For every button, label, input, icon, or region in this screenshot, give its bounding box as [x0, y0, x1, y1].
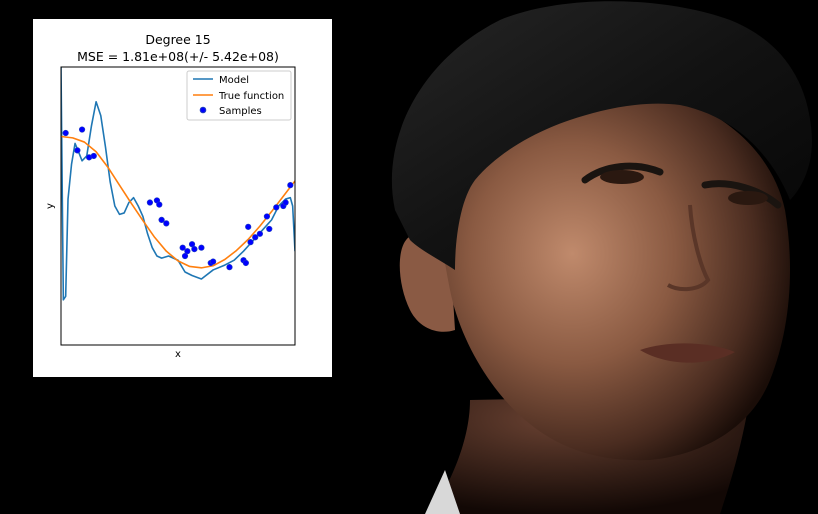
chart-subtitle: MSE = 1.81e+08(+/- 5.42e+08): [77, 49, 279, 64]
left-eyebrow: [581, 162, 664, 184]
sample-point: [146, 199, 154, 206]
sample-point: [78, 126, 86, 133]
sample-point: [184, 248, 191, 255]
sample-point: [191, 245, 198, 253]
left-eye: [600, 170, 644, 184]
sample-point: [188, 241, 196, 248]
sample-point: [287, 182, 294, 189]
chart: Degree 15 MSE = 1.81e+08(+/- 5.42e+08) x…: [45, 32, 296, 360]
legend: Model True function Samples: [186, 70, 292, 121]
chart-panel: Degree 15 MSE = 1.81e+08(+/- 5.42e+08) x…: [33, 19, 332, 377]
sample-point: [266, 225, 273, 233]
sample-point: [198, 244, 205, 251]
sample-point: [242, 259, 249, 267]
sample-point: [163, 220, 170, 227]
sample-point: [245, 223, 252, 230]
sample-point: [247, 239, 254, 246]
hair: [391, 1, 812, 270]
sample-point: [256, 230, 263, 237]
sample-point: [62, 129, 69, 137]
face: [438, 84, 790, 461]
right-eye: [728, 191, 768, 205]
shirt-collar: [425, 470, 460, 514]
mouth: [640, 343, 735, 363]
sample-point: [179, 244, 186, 251]
x-axis-label: x: [175, 349, 181, 360]
sample-point: [181, 252, 189, 260]
sample-point: [90, 152, 97, 160]
sample-point: [210, 258, 217, 265]
nose: [666, 204, 711, 292]
sample-point: [74, 147, 81, 154]
legend-true-function-label: True function: [218, 91, 284, 102]
plot-frame: [60, 66, 296, 346]
sample-point: [263, 213, 271, 220]
legend-samples-swatch: [199, 106, 207, 114]
legend-box: [186, 70, 292, 121]
series-line-true-function: [61, 135, 295, 269]
sample-point: [226, 264, 233, 271]
sample-point: [158, 216, 165, 223]
legend-samples-label: Samples: [219, 106, 262, 117]
right-eyebrow: [701, 180, 782, 209]
sample-point: [273, 204, 280, 211]
y-axis-label: y: [45, 203, 56, 209]
sample-point: [252, 234, 259, 241]
sample-point: [282, 199, 289, 206]
legend-model-label: Model: [219, 75, 249, 86]
chart-title: Degree 15: [145, 32, 210, 47]
sample-point: [156, 201, 163, 208]
plot-area: [61, 67, 295, 301]
